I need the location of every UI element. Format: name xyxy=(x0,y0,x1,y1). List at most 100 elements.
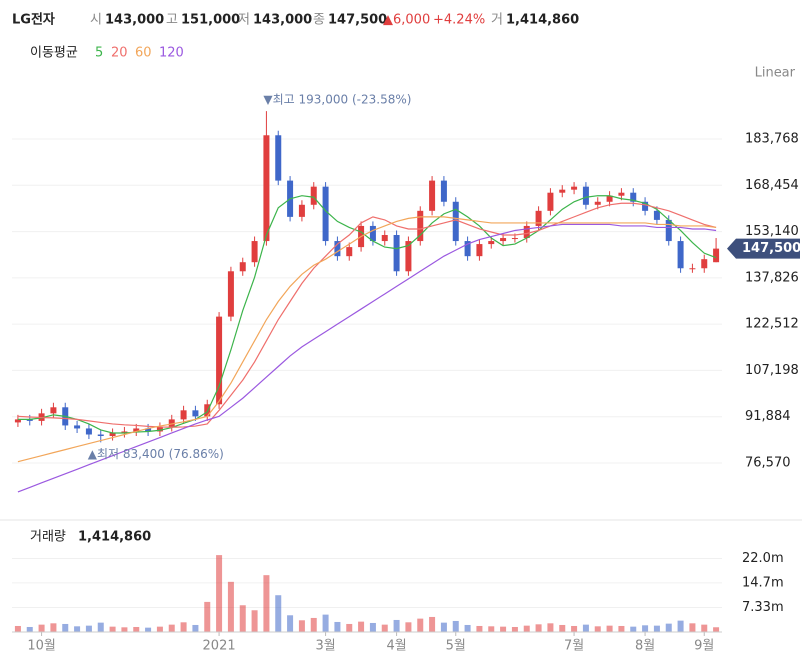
y-tick-label: 107,198 xyxy=(745,363,799,378)
volume-bar xyxy=(227,581,234,632)
candle-body xyxy=(535,210,542,226)
volume-bar xyxy=(488,626,495,632)
y-tick-label: 137,826 xyxy=(745,270,799,285)
volume-bar xyxy=(665,623,672,632)
x-tick-label: 8월 xyxy=(635,639,655,654)
x-tick-label: 7월 xyxy=(564,639,584,654)
candle-body xyxy=(689,268,696,270)
candle-body xyxy=(133,428,140,432)
volume-bar xyxy=(145,627,152,632)
y-tick-label: 91,884 xyxy=(745,409,791,424)
x-tick-label: 5월 xyxy=(446,639,466,654)
high-label: 고 xyxy=(166,13,178,28)
close-label: 종 xyxy=(313,13,325,28)
volume-value: 1,414,860 xyxy=(506,13,579,28)
volume-bar xyxy=(606,625,613,632)
volume-bar xyxy=(689,623,696,632)
open-label: 시 xyxy=(90,13,102,28)
candle-body xyxy=(405,241,412,272)
volume-bar xyxy=(192,624,199,632)
candle-body xyxy=(322,186,329,242)
volume-bar xyxy=(85,625,92,632)
open-value: 143,000 xyxy=(105,13,164,28)
volume-bar xyxy=(464,624,471,632)
volume-bar xyxy=(571,625,578,632)
candle-body xyxy=(346,247,353,257)
candle-body xyxy=(251,241,258,263)
candle-body xyxy=(381,235,388,242)
volume-bar xyxy=(204,601,211,632)
candle-body xyxy=(559,189,566,193)
candle-body xyxy=(74,425,81,429)
volume-bar xyxy=(121,627,128,632)
volume-bar xyxy=(133,626,140,632)
candle-body xyxy=(239,262,246,272)
volume-bar xyxy=(429,616,436,632)
volume-bar xyxy=(310,617,317,632)
candle-body xyxy=(156,426,163,432)
volume-bar xyxy=(369,622,376,632)
volume-bar xyxy=(511,626,518,632)
candle-body xyxy=(50,407,57,414)
y-tick-label: 153,140 xyxy=(745,224,799,239)
volume-bar xyxy=(452,620,459,632)
volume-bar xyxy=(535,624,542,632)
candle-body xyxy=(168,419,175,427)
candle-body xyxy=(582,186,589,205)
volume-bar xyxy=(500,626,507,632)
y-tick-label: 183,768 xyxy=(745,131,799,146)
candle-body xyxy=(26,419,33,421)
volume-bar xyxy=(405,622,412,632)
candle-body xyxy=(571,186,578,190)
price-tag-label: 147,500 xyxy=(742,241,801,256)
volume-bar xyxy=(594,626,601,632)
candle-body xyxy=(85,428,92,435)
candle-body xyxy=(523,225,530,239)
legend-entry: 120 xyxy=(159,46,184,61)
volume-bar xyxy=(298,620,305,632)
volume-bar xyxy=(26,626,33,632)
candle-body xyxy=(511,238,518,240)
volume-bar xyxy=(97,622,104,632)
ma-title: 이동평균 xyxy=(30,46,78,61)
candle-body xyxy=(618,192,625,196)
candle-body xyxy=(109,432,116,437)
volume-bar xyxy=(74,626,81,632)
volume-bar xyxy=(251,610,258,632)
volume-bar xyxy=(358,621,365,632)
candle-body xyxy=(417,210,424,242)
min-annotation: ▲최저 83,400 (76.86%) xyxy=(88,447,224,461)
stock-name: LG전자 xyxy=(12,12,55,28)
candle-body xyxy=(500,238,507,242)
volume-bar xyxy=(701,624,708,632)
low-value: 143,000 xyxy=(253,13,312,28)
candle-body xyxy=(121,431,128,433)
candle-body xyxy=(653,210,660,220)
candle-body xyxy=(14,419,21,423)
volume-bar xyxy=(239,605,246,632)
volume-bar xyxy=(263,575,270,632)
candle-body xyxy=(606,195,613,202)
volume-bar xyxy=(287,615,294,632)
candle-body xyxy=(298,204,305,217)
volume-bar xyxy=(393,619,400,632)
volume-latest: 1,414,860 xyxy=(78,530,151,545)
volume-bar xyxy=(630,626,637,632)
change: ▲6,000 xyxy=(383,13,430,28)
volume-bar xyxy=(653,625,660,632)
volume-bar xyxy=(547,623,554,632)
volume-bar xyxy=(38,624,45,632)
candle-body xyxy=(677,241,684,269)
y-tick-label: 22.0m xyxy=(742,551,784,566)
volume-bar xyxy=(677,620,684,632)
candle-body xyxy=(713,248,720,263)
candle-body xyxy=(216,316,223,405)
volume-bar xyxy=(559,624,566,632)
ma-line xyxy=(17,202,717,428)
candle-body xyxy=(263,135,270,242)
candle-body xyxy=(464,241,471,257)
y-tick-label: 122,512 xyxy=(745,317,799,332)
legend-entry: 5 xyxy=(95,46,103,61)
x-tick-label: 4월 xyxy=(386,639,406,654)
candle-body xyxy=(204,404,211,417)
